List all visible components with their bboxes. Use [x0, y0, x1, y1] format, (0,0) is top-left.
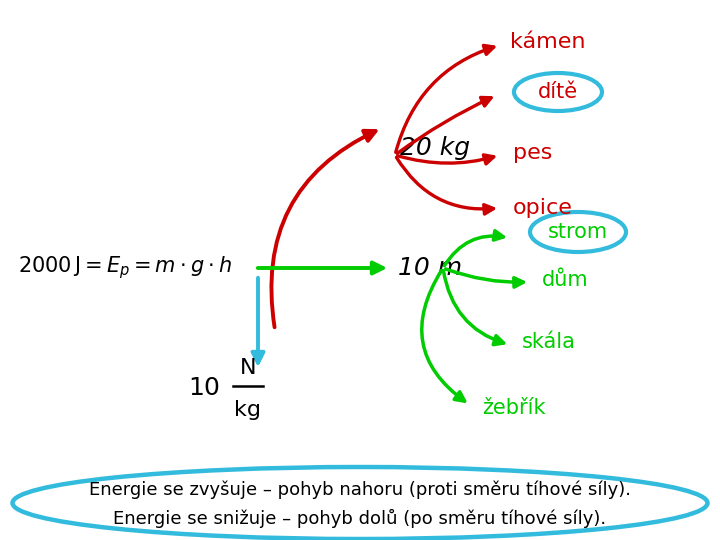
Text: opice: opice [513, 198, 573, 218]
Text: 20 kg: 20 kg [400, 136, 470, 160]
Text: dům: dům [542, 270, 589, 290]
Text: Energie se zvyšuje – pohyb nahoru (proti směru tíhové síly).: Energie se zvyšuje – pohyb nahoru (proti… [89, 481, 631, 500]
Text: dítě: dítě [538, 82, 578, 102]
Text: $2000\,\mathrm{J} = E_p = m \cdot g \cdot h$: $2000\,\mathrm{J} = E_p = m \cdot g \cdo… [18, 254, 232, 281]
Text: $10$: $10$ [188, 376, 220, 400]
Text: pes: pes [513, 143, 552, 163]
Text: kg: kg [235, 400, 261, 420]
Text: skála: skála [522, 332, 576, 352]
Text: žebřík: žebřík [482, 398, 546, 418]
Text: strom: strom [548, 222, 608, 242]
Text: 10 m: 10 m [398, 256, 462, 280]
Text: kámen: kámen [510, 32, 585, 52]
Text: N: N [240, 358, 256, 378]
Text: Energie se snižuje – pohyb dolů (po směru tíhové síly).: Energie se snižuje – pohyb dolů (po směr… [114, 509, 606, 528]
